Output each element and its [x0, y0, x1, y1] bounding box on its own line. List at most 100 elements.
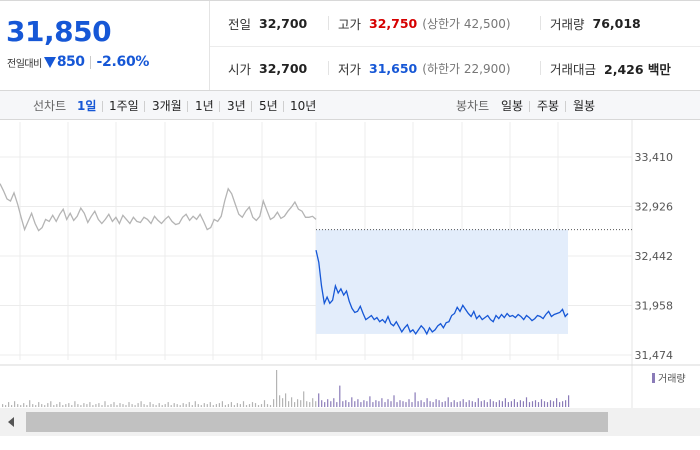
volume-bar — [285, 393, 287, 407]
volume-bar — [357, 399, 359, 407]
volume-bar — [191, 405, 193, 407]
volume-bar — [390, 401, 392, 407]
volume-bar — [417, 401, 419, 407]
volume-bar — [312, 398, 314, 407]
volume-legend-swatch — [652, 373, 655, 383]
volume-bar — [294, 402, 296, 407]
volume-bar — [447, 397, 449, 407]
volume-bar — [393, 395, 395, 407]
volume-bar — [327, 399, 329, 407]
line-chart-label: 선차트 — [33, 99, 67, 113]
volume-bar — [92, 405, 94, 407]
period-tab-5y[interactable]: 5년 — [259, 99, 278, 113]
scroll-thumb[interactable] — [26, 412, 608, 432]
volume-bar — [360, 402, 362, 407]
volume-bar — [471, 401, 473, 407]
volume-bar — [552, 401, 555, 407]
lower-limit: (하한가 22,900) — [422, 62, 511, 76]
candle-tab-weekly[interactable]: 주봉 — [537, 99, 560, 113]
toolbar-divider — [144, 101, 145, 112]
volume-bar — [152, 404, 154, 407]
volume-bar — [146, 405, 148, 407]
volume-bar — [167, 402, 169, 407]
volume-bar — [266, 404, 269, 407]
volume-bar — [291, 397, 293, 407]
volume-bar — [245, 405, 248, 407]
y-tick-label: 31,474 — [635, 349, 674, 362]
y-tick-label: 31,958 — [635, 300, 674, 313]
volume-bar — [414, 392, 416, 407]
volume-bar — [14, 401, 16, 407]
volume-bar — [248, 404, 251, 407]
period-tab-3y[interactable]: 3년 — [227, 99, 246, 113]
change-label: 전일대비 — [7, 58, 42, 70]
change-row: 전일대비 850 -2.60% — [7, 53, 149, 71]
volume-bar — [444, 401, 446, 407]
volume-bar — [399, 400, 401, 407]
volume-bar — [179, 405, 181, 407]
volume-bar — [200, 405, 202, 407]
volume-bar — [53, 405, 55, 407]
change-rate: -2.60% — [96, 54, 150, 70]
y-tick-label: 32,442 — [635, 250, 674, 263]
volume-bar — [182, 403, 184, 407]
volume-bar — [194, 401, 196, 407]
trade-value: 2,426 백만 — [604, 62, 671, 77]
volume-bar — [546, 402, 549, 407]
period-tab-1d[interactable]: 1일 — [77, 99, 97, 113]
volume-bar — [378, 401, 380, 407]
volume-bar — [429, 401, 431, 407]
volume-label: 거래량 — [550, 17, 585, 32]
low-label: 저가 — [338, 62, 362, 77]
volume-bar — [140, 401, 142, 407]
volume-bar — [44, 405, 46, 407]
volume-bar — [279, 395, 281, 407]
volume-bar — [185, 404, 187, 407]
period-tab-1w[interactable]: 1주일 — [109, 99, 139, 113]
cell-divider — [328, 61, 329, 75]
volume-bar — [2, 404, 4, 407]
volume-bar — [339, 385, 341, 407]
period-tab-10y[interactable]: 10년 — [290, 99, 317, 113]
y-tick-label: 33,410 — [635, 151, 674, 164]
volume-bar — [26, 405, 28, 407]
intraday-chart: 33,410 32,926 32,442 31,958 31,474 거래량 — [0, 120, 700, 408]
chart-scrollbar[interactable] — [0, 408, 700, 436]
volume-bar — [501, 401, 503, 407]
volume-bar — [155, 405, 157, 407]
volume-bar — [408, 399, 410, 407]
volume-bar — [330, 401, 332, 407]
volume-bar — [197, 404, 199, 407]
volume-bar — [98, 403, 100, 407]
candle-tab-daily[interactable]: 일봉 — [501, 99, 524, 113]
cell-divider — [540, 61, 541, 75]
volume-bar — [321, 400, 323, 407]
volume-bar — [137, 403, 139, 407]
period-tab-1y[interactable]: 1년 — [195, 99, 214, 113]
period-tab-3m[interactable]: 3개월 — [152, 99, 182, 113]
volume-bar — [423, 402, 425, 407]
volume-bar — [128, 402, 130, 407]
volume-bar — [372, 402, 374, 407]
volume-bar — [107, 405, 109, 407]
volume-bar — [465, 402, 467, 407]
volume-bar — [510, 401, 512, 407]
volume-bar — [158, 403, 160, 407]
volume-bar — [498, 400, 500, 407]
volume-bar — [507, 402, 509, 407]
volume-bar — [239, 404, 241, 407]
current-price-box: 31,850 전일대비 850 -2.60% — [0, 1, 210, 91]
candle-tab-monthly[interactable]: 월봉 — [573, 99, 596, 113]
volume-bar — [375, 400, 377, 407]
volume-cell: 거래량 76,018 — [540, 1, 641, 46]
volume-bar — [110, 404, 112, 407]
volume-bar — [176, 404, 178, 407]
scroll-left-button[interactable] — [0, 408, 22, 436]
upper-limit: (상한가 42,500) — [422, 17, 511, 31]
change-amount: 850 — [56, 54, 85, 70]
volume-bar — [495, 402, 497, 407]
volume-bar — [62, 405, 64, 407]
volume-bar — [218, 403, 220, 407]
open-cell: 시가 32,700 — [228, 46, 307, 91]
